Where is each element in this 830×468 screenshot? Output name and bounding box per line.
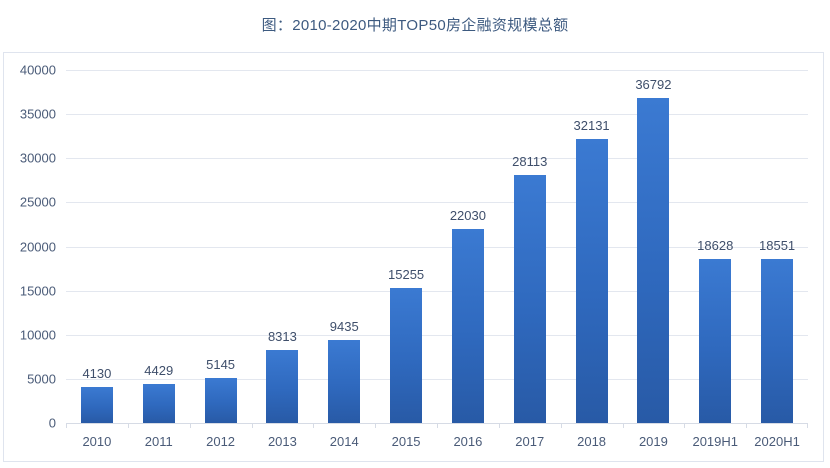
- x-tick-label: 2020H1: [754, 434, 800, 449]
- bar-2015: [390, 288, 423, 423]
- data-label: 15255: [388, 267, 425, 283]
- gridline: [66, 247, 808, 248]
- bar-2016: [451, 228, 484, 423]
- x-tick-label: 2019: [638, 434, 668, 449]
- bar-2020h1: [761, 259, 794, 423]
- x-tick-label: 2017: [515, 434, 545, 449]
- x-tick-label: 2015: [391, 434, 421, 449]
- data-label: 4130: [82, 365, 112, 381]
- x-tick-mark: [313, 423, 314, 428]
- x-tick-label: 2013: [267, 434, 297, 449]
- data-label: 18551: [759, 238, 796, 254]
- data-label: 4429: [144, 362, 174, 378]
- gridline: [66, 335, 808, 336]
- gridline: [66, 291, 808, 292]
- data-label: 18628: [697, 237, 734, 253]
- bar-2011: [142, 383, 175, 423]
- x-tick-label: 2012: [206, 434, 236, 449]
- bar-2019: [637, 98, 670, 423]
- y-tick-label: 20000: [19, 239, 56, 254]
- x-tick-label: 2010: [82, 434, 112, 449]
- x-tick-mark: [66, 423, 67, 428]
- bar-2014: [328, 339, 361, 423]
- data-label: 36792: [635, 77, 672, 93]
- data-label: 9435: [329, 318, 359, 334]
- data-label: 8313: [267, 328, 297, 344]
- gridline: [66, 158, 808, 159]
- y-tick-label: 0: [48, 415, 56, 431]
- x-tick-label: 2019H1: [692, 434, 739, 449]
- y-tick-label: 15000: [19, 283, 56, 299]
- data-label: 28113: [512, 153, 548, 169]
- x-tick-mark: [128, 423, 129, 428]
- x-tick-mark: [190, 423, 191, 428]
- y-tick-label: 40000: [19, 62, 56, 78]
- chart-title: 图：2010-2020中期TOP50房企融资规模总额: [261, 17, 569, 34]
- y-tick-label: 25000: [19, 194, 56, 210]
- bar-2019h1: [699, 258, 732, 423]
- bar-2018: [575, 139, 608, 423]
- data-label: 32131: [573, 118, 610, 134]
- x-tick-mark: [561, 423, 562, 428]
- bar-2017: [513, 174, 546, 423]
- x-tick-mark: [807, 423, 808, 428]
- bar-2010: [80, 386, 113, 423]
- gridline: [66, 114, 808, 115]
- y-tick-label: 10000: [19, 327, 56, 343]
- y-tick-label: 30000: [19, 150, 56, 166]
- x-tick-label: 2016: [453, 434, 483, 449]
- bar-2012: [204, 377, 237, 423]
- data-label: 22030: [449, 207, 486, 223]
- gridline: [66, 379, 808, 380]
- x-tick-mark: [437, 423, 438, 428]
- x-tick-mark: [684, 423, 685, 428]
- y-tick-label: 35000: [19, 106, 56, 122]
- gridline: [66, 202, 808, 203]
- x-tick-mark: [499, 423, 500, 428]
- chart-frame: [3, 52, 824, 462]
- y-tick-label: 5000: [27, 371, 56, 387]
- x-tick-label: 2011: [144, 434, 173, 449]
- x-tick-mark: [746, 423, 747, 428]
- x-tick-mark: [623, 423, 624, 428]
- x-tick-mark: [375, 423, 376, 428]
- x-tick-label: 2014: [329, 434, 359, 449]
- bar-2013: [266, 349, 299, 423]
- x-tick-mark: [252, 423, 253, 428]
- x-tick-label: 2018: [577, 434, 607, 449]
- gridline: [66, 70, 808, 71]
- data-label: 5145: [206, 356, 236, 372]
